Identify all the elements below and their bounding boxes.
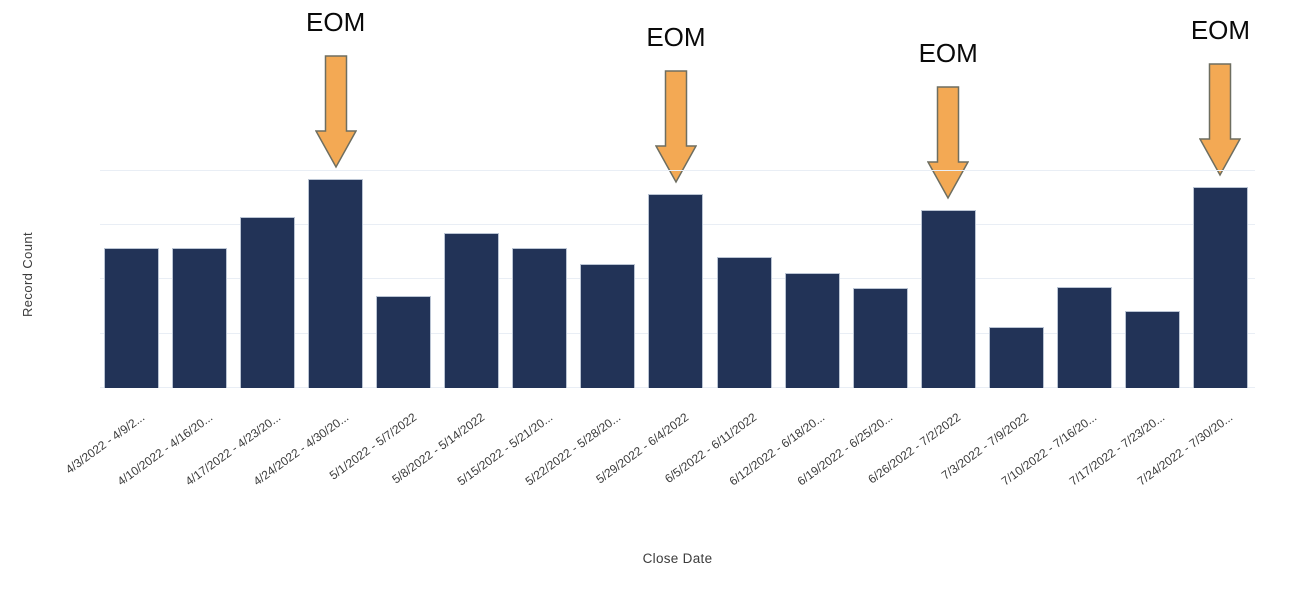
x-tick-label: 4/10/2022 - 4/16/20... bbox=[114, 410, 215, 489]
y-axis-title: Record Count bbox=[20, 231, 35, 317]
eom-annotation-label: EOM bbox=[646, 22, 706, 53]
x-axis-title: Close Date bbox=[642, 551, 713, 566]
eom-arrow-icon bbox=[314, 55, 357, 169]
bar[interactable] bbox=[784, 272, 840, 388]
bar[interactable] bbox=[988, 327, 1044, 388]
x-tick-label: 4/3/2022 - 4/9/2... bbox=[62, 410, 147, 477]
x-tick-label: 5/15/2022 - 5/21/20... bbox=[454, 410, 556, 489]
x-tick-label: 5/1/2022 - 5/7/2022 bbox=[326, 410, 419, 483]
eom-annotation-label: EOM bbox=[306, 7, 366, 37]
x-tick-label: 6/5/2022 - 6/11/2022 bbox=[662, 410, 760, 486]
bar[interactable] bbox=[580, 264, 636, 388]
eom-arrow-icon bbox=[926, 86, 970, 200]
bar[interactable] bbox=[1192, 187, 1248, 388]
bar[interactable] bbox=[1124, 310, 1180, 388]
eom-annotation-label: EOM bbox=[918, 37, 978, 68]
bar[interactable] bbox=[852, 288, 908, 388]
bar[interactable] bbox=[444, 233, 500, 388]
eom-arrow-icon bbox=[1199, 63, 1242, 177]
gridline bbox=[100, 169, 1255, 171]
bar[interactable] bbox=[240, 217, 296, 388]
x-tick-label: 4/24/2022 - 4/30/20... bbox=[250, 410, 351, 489]
x-tick-label: 7/24/2022 - 7/30/20... bbox=[1135, 410, 1236, 489]
bar[interactable] bbox=[1056, 287, 1112, 388]
bar[interactable] bbox=[376, 295, 432, 388]
bar[interactable] bbox=[716, 257, 772, 388]
eom-arrow-icon bbox=[654, 70, 698, 184]
bar[interactable] bbox=[920, 209, 976, 388]
bar[interactable] bbox=[648, 194, 704, 388]
bar[interactable] bbox=[512, 247, 568, 388]
x-tick-label: 5/29/2022 - 6/4/2022 bbox=[593, 410, 692, 487]
x-tick-label: 5/8/2022 - 5/14/2022 bbox=[389, 410, 488, 487]
plot-area bbox=[100, 160, 1255, 388]
x-tick-label: 4/17/2022 - 4/23/20... bbox=[182, 410, 283, 489]
bar[interactable] bbox=[308, 179, 364, 388]
x-tick-label: 5/22/2022 - 5/28/20... bbox=[522, 410, 624, 489]
eom-annotation-label: EOM bbox=[1190, 15, 1251, 46]
bar[interactable] bbox=[104, 247, 159, 388]
x-tick-label: 6/12/2022 - 6/18/20... bbox=[726, 410, 828, 489]
bar[interactable] bbox=[172, 247, 228, 388]
